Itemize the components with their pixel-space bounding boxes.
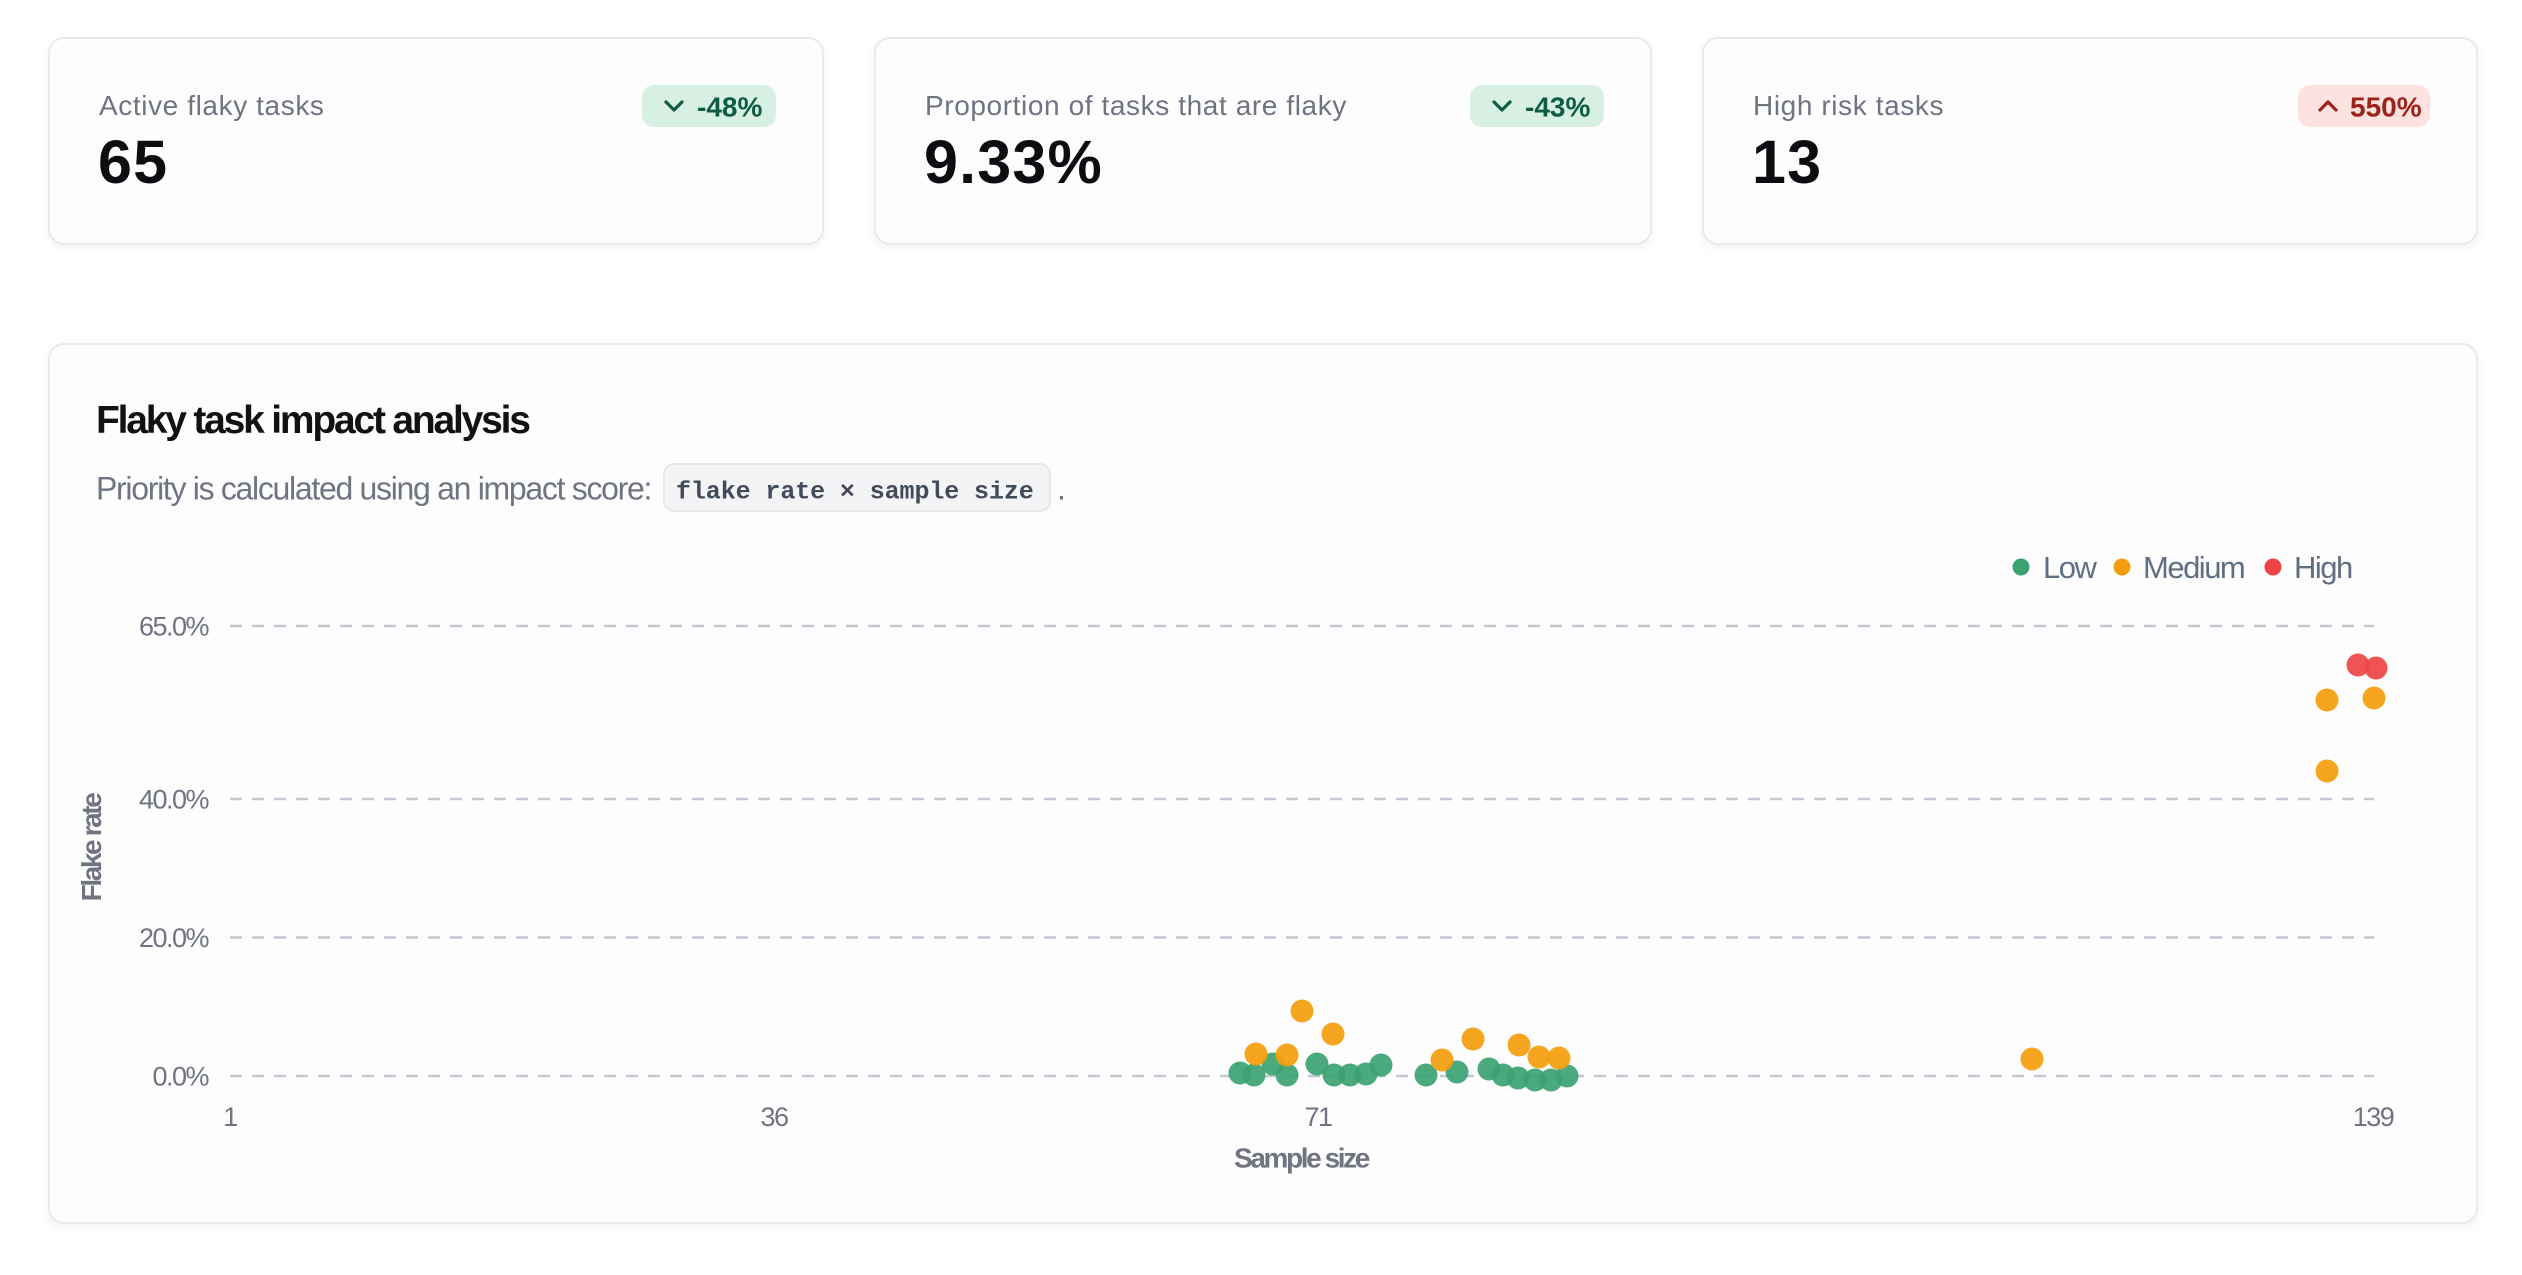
svg-text:20.0%: 20.0% (139, 923, 210, 953)
svg-text:0.0%: 0.0% (152, 1062, 209, 1092)
svg-text:.: . (1057, 471, 1066, 507)
svg-text:65.0%: 65.0% (139, 612, 210, 642)
svg-text:13: 13 (1752, 128, 1822, 196)
svg-text:Medium: Medium (2143, 550, 2244, 585)
svg-text:flake rate × sample size: flake rate × sample size (676, 478, 1034, 507)
svg-text:High risk tasks: High risk tasks (1753, 90, 1944, 121)
svg-text:Low: Low (2043, 550, 2097, 585)
svg-text:65: 65 (98, 128, 168, 196)
svg-text:40.0%: 40.0% (139, 785, 210, 815)
svg-text:-43%: -43% (1525, 92, 1590, 123)
svg-text:550%: 550% (2350, 92, 2422, 123)
svg-text:-48%: -48% (697, 92, 762, 123)
svg-text:Sample size: Sample size (1234, 1143, 1370, 1174)
svg-text:Priority is calculated using a: Priority is calculated using an impact s… (96, 471, 651, 507)
svg-text:High: High (2294, 550, 2352, 585)
svg-text:1: 1 (223, 1102, 237, 1132)
svg-text:Flaky task impact analysis: Flaky task impact analysis (96, 399, 530, 442)
svg-text:9.33%: 9.33% (924, 128, 1103, 196)
svg-text:36: 36 (760, 1102, 788, 1132)
svg-text:Proportion of tasks that are f: Proportion of tasks that are flaky (925, 90, 1347, 121)
svg-text:139: 139 (2353, 1102, 2394, 1132)
svg-text:Flake rate: Flake rate (76, 793, 107, 902)
svg-text:71: 71 (1304, 1102, 1332, 1132)
svg-text:Active flaky tasks: Active flaky tasks (99, 90, 325, 121)
